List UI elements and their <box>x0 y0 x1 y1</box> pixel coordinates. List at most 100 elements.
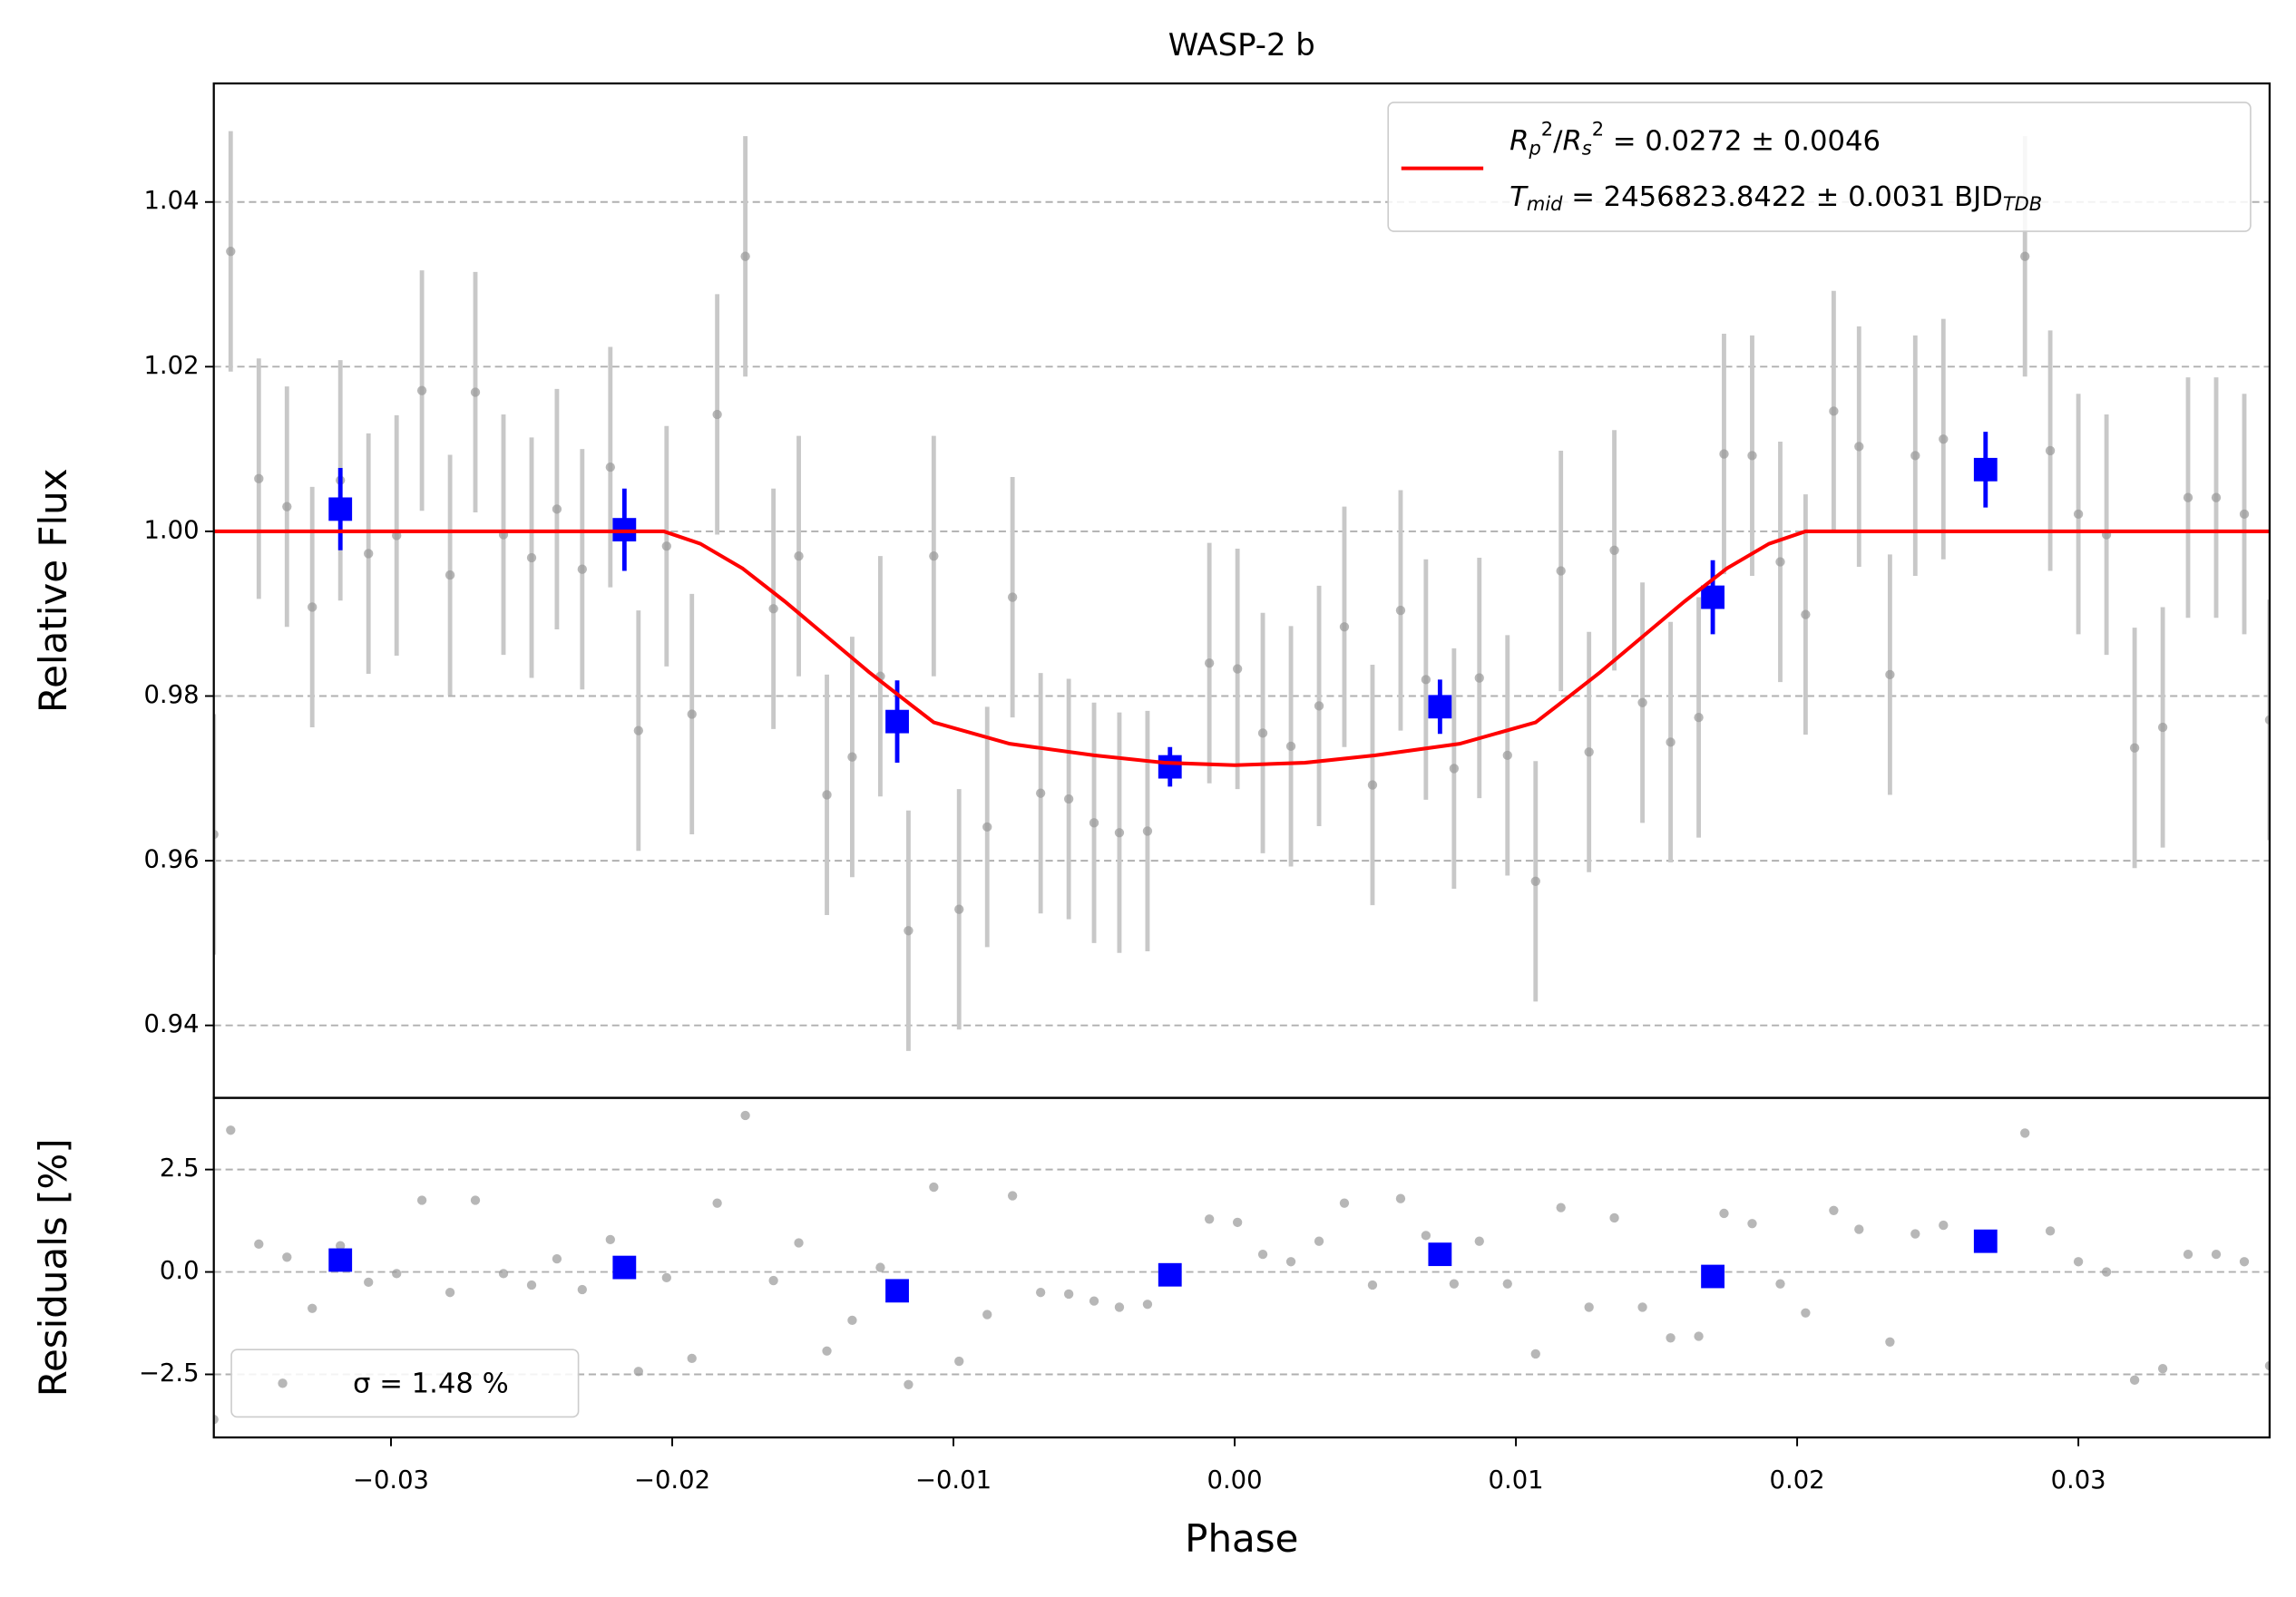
data-point <box>1775 557 1785 567</box>
legend-text-part: R <box>1562 125 1581 157</box>
binned-point <box>328 497 353 521</box>
data-point <box>982 822 992 833</box>
legend-text-part: = 2456823.8422 ± 0.0031 BJD <box>1562 180 2002 212</box>
chart-title: WASP-2 b <box>1168 27 1315 63</box>
data-point <box>2239 509 2250 520</box>
data-point <box>1530 876 1540 886</box>
data-point <box>364 549 374 559</box>
data-point <box>794 550 804 561</box>
data-point <box>392 1269 402 1279</box>
data-point <box>1007 1191 1018 1201</box>
data-point <box>954 1356 964 1367</box>
data-point <box>1666 1333 1676 1343</box>
data-point <box>847 752 857 762</box>
data-point <box>254 1239 264 1250</box>
data-point <box>1142 1300 1153 1310</box>
panel: WASP-2 b Relative Flux 0.94 0.96 0.98 1.00 1.0… <box>31 27 2272 1099</box>
data-point <box>1502 1279 1512 1289</box>
data-point <box>1421 675 1431 685</box>
y-axis-label: Residuals [%] <box>31 1138 75 1397</box>
data-point <box>1395 1193 1406 1203</box>
data-point <box>2183 1249 2193 1260</box>
data-point <box>1637 1302 1647 1312</box>
data-point <box>1584 1302 1594 1312</box>
data-point <box>768 1275 778 1286</box>
data-point <box>1474 673 1484 683</box>
y-axis-label: Relative Flux <box>31 468 75 713</box>
data-point <box>875 1262 885 1272</box>
legend-text-part: R <box>1509 125 1529 157</box>
data-point <box>213 829 219 840</box>
data-point <box>1035 1287 1046 1298</box>
data-point <box>226 247 236 257</box>
binned-point <box>1428 1242 1452 1267</box>
data-point <box>1232 664 1243 674</box>
y-tick-label: 2.5 <box>160 1154 200 1183</box>
data-point <box>1801 609 1811 619</box>
data-point <box>904 1379 914 1389</box>
x-tick-label: 0.01 <box>1489 1466 1544 1495</box>
x-tick-label: −0.03 <box>353 1466 429 1495</box>
data-point <box>687 709 697 719</box>
data-point <box>364 1277 374 1288</box>
data-point <box>1339 622 1350 632</box>
data-point <box>1719 1208 1729 1219</box>
data-point <box>904 926 914 936</box>
data-point <box>661 1272 671 1283</box>
data-point <box>1502 750 1512 761</box>
model-line <box>213 529 2270 767</box>
data-point <box>308 1303 318 1313</box>
data-point <box>687 1353 697 1364</box>
data-point <box>1142 826 1153 836</box>
data-point <box>416 1195 427 1205</box>
data-point <box>794 1238 804 1248</box>
data-point <box>470 1195 481 1205</box>
legend-box <box>230 1349 580 1418</box>
x-tick-label: 0.03 <box>2051 1466 2106 1495</box>
data-point <box>661 541 671 551</box>
data-point <box>1367 1280 1378 1290</box>
binned-point <box>1701 1264 1724 1289</box>
data-point <box>1204 1214 1215 1224</box>
data-point <box>2129 1375 2140 1385</box>
data-point <box>416 385 427 395</box>
data-point <box>526 1280 537 1290</box>
data-point <box>577 1284 587 1295</box>
y-tick-label: 0.0 <box>160 1257 200 1285</box>
data-point <box>445 1287 455 1298</box>
data-point <box>2045 445 2056 456</box>
x-tick-label: 0.00 <box>1207 1466 1263 1495</box>
data-point <box>2073 509 2084 520</box>
data-point <box>282 1252 292 1262</box>
x-tick-label: −0.02 <box>634 1466 710 1495</box>
data-point <box>213 1415 219 1425</box>
x-tick-label: −0.01 <box>915 1466 992 1495</box>
data-point <box>1609 545 1619 555</box>
data-point <box>1204 658 1215 668</box>
data-point <box>1089 1296 1099 1306</box>
legend-swatch <box>278 1378 288 1388</box>
data-point <box>1063 794 1074 804</box>
data-point <box>2211 1249 2222 1260</box>
data-point <box>822 1346 832 1356</box>
data-point <box>2020 251 2030 261</box>
data-point <box>1421 1231 1431 1241</box>
y-tick-label: 0.98 <box>143 681 199 709</box>
legend-text-part: 2 <box>1592 119 1604 141</box>
binned-point <box>885 709 909 734</box>
legend-text-part: mid <box>1527 193 1563 215</box>
data-point <box>1910 1229 1920 1239</box>
binned-point <box>612 1255 637 1280</box>
binned-point <box>1428 695 1452 719</box>
data-point <box>498 1269 509 1279</box>
y-tick-label: 1.04 <box>143 187 199 215</box>
data-point <box>1694 712 1704 723</box>
axes-frame <box>212 82 2272 1099</box>
data-point <box>2101 1267 2112 1277</box>
data-point <box>2045 1226 2056 1236</box>
data-point <box>1801 1308 1811 1318</box>
legend-text-part: T <box>1509 180 1529 212</box>
legend-text-part: / <box>1553 125 1563 157</box>
data-point <box>1885 669 1895 680</box>
legend-text-part: 2 <box>1541 119 1553 141</box>
